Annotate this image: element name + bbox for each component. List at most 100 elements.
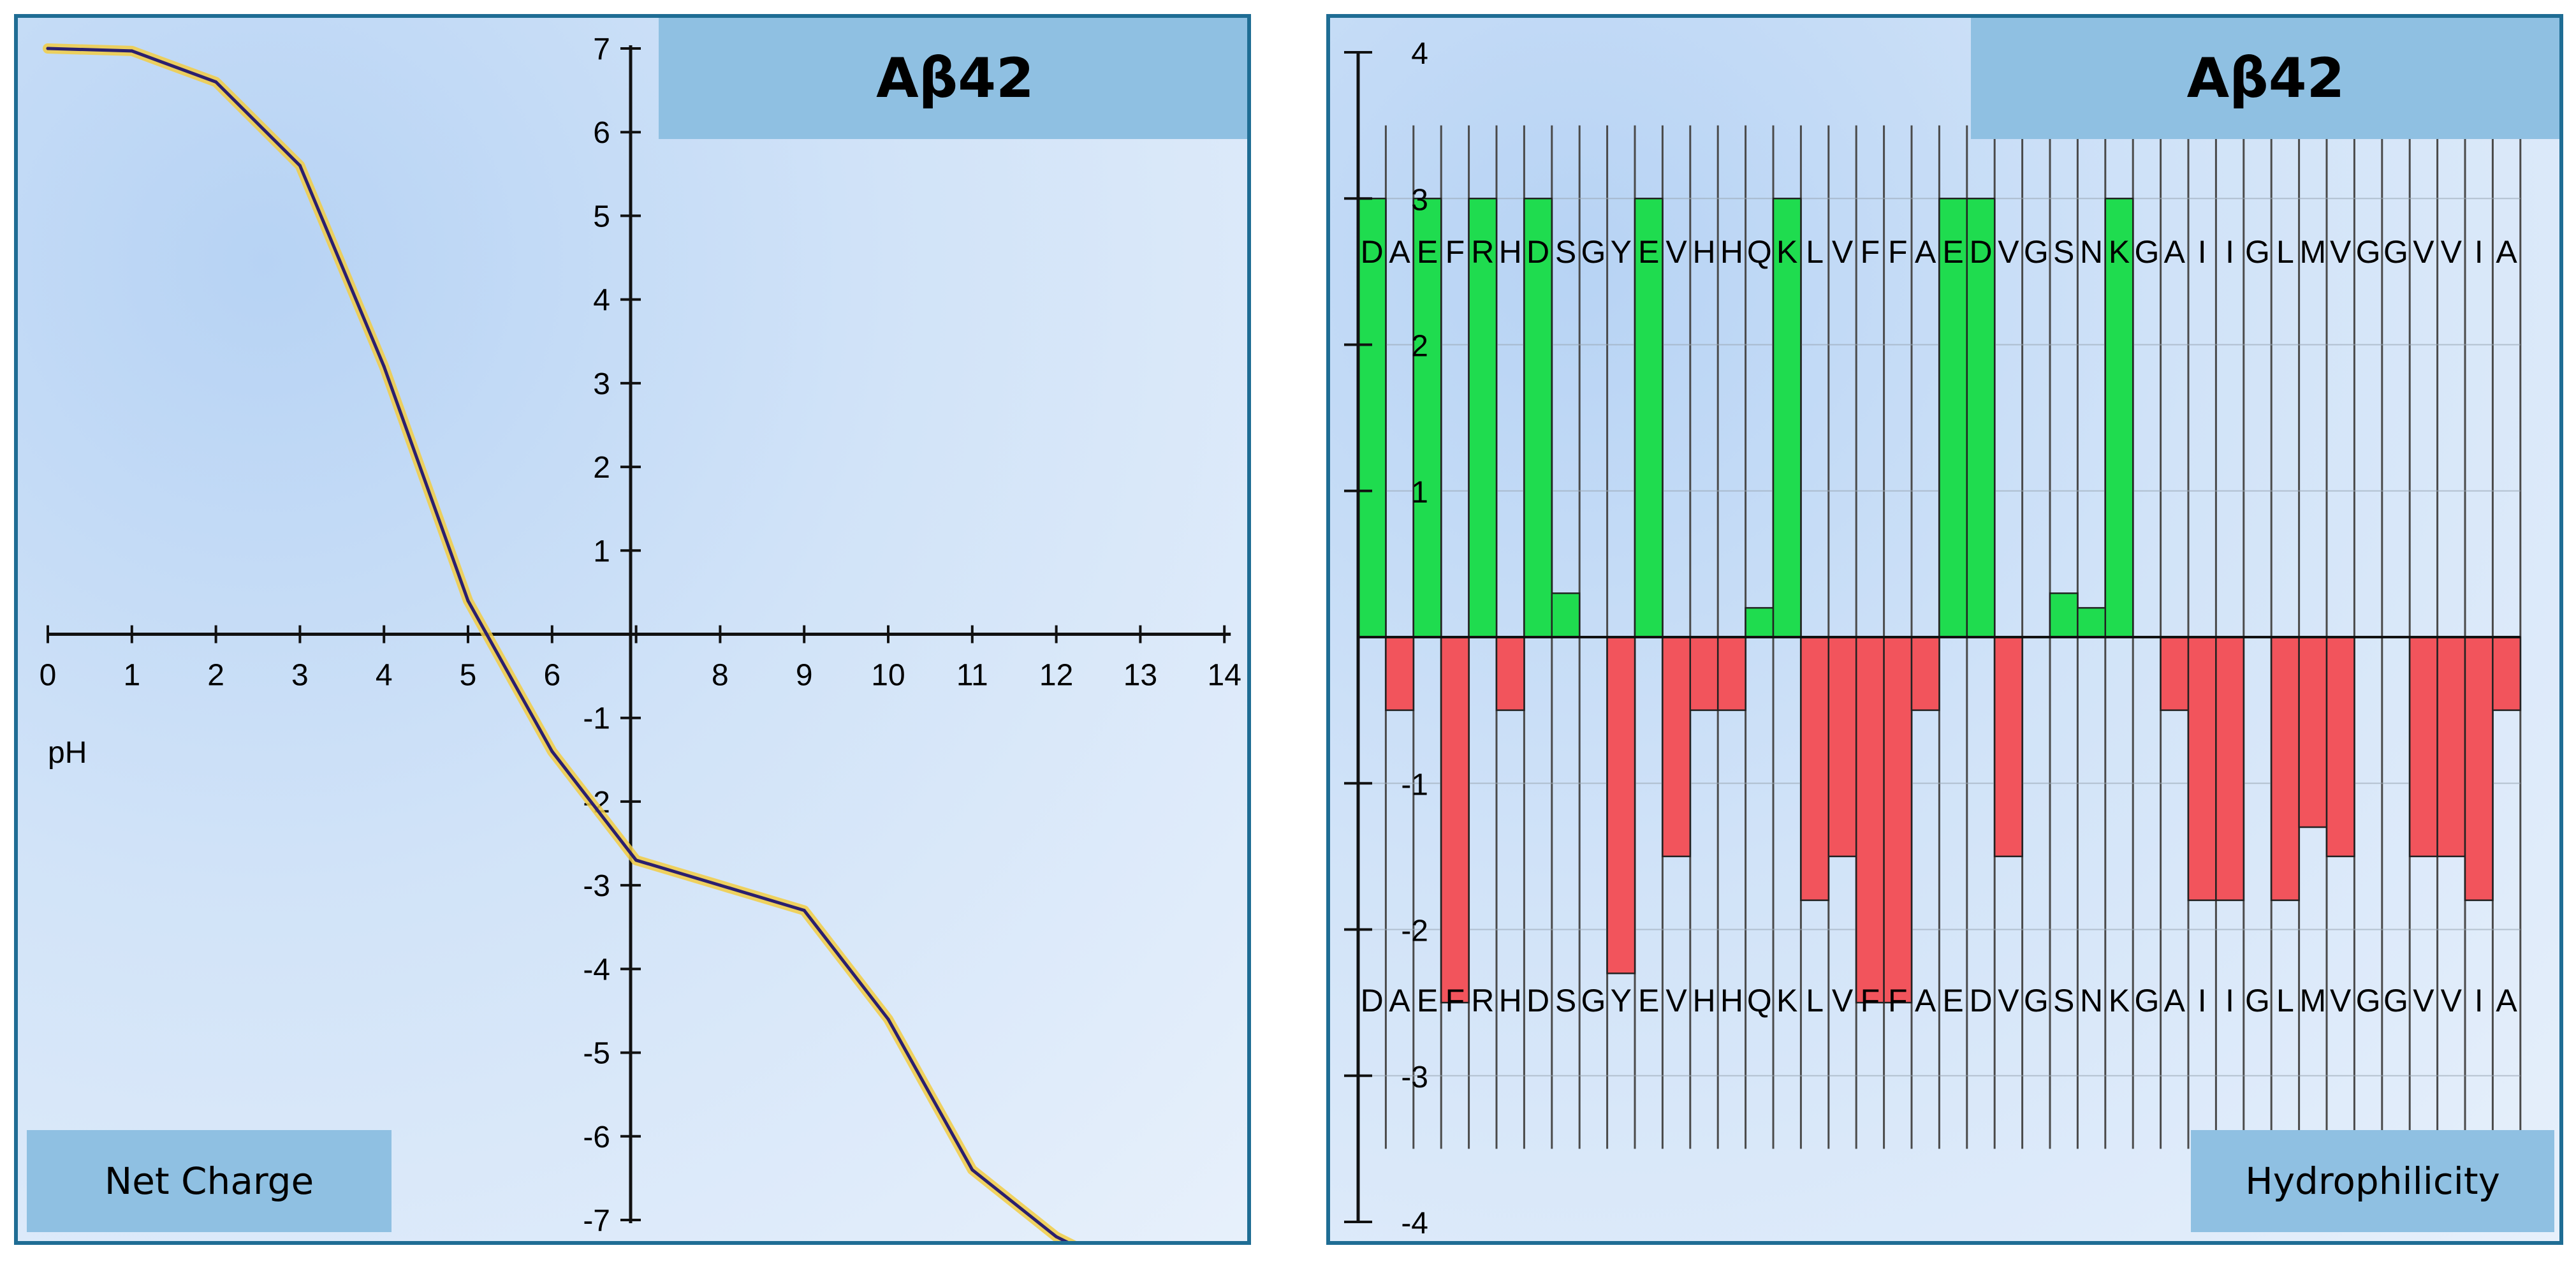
x-tick-label: 1	[123, 659, 140, 693]
net-charge-chart: 0 1 2 3 4 5 6 8 9 10 11 12 13 147654321-1-2-3-4-5-6-7…	[40, 33, 1241, 1241]
net-charge-line	[46, 47, 1069, 1241]
hydrophilicity-bar	[2077, 606, 2107, 638]
net-charge-point	[466, 599, 470, 603]
sequence-label-top: F	[1861, 234, 1880, 270]
y-tick-label: 3	[593, 367, 610, 401]
sequence-label-top: N	[2080, 234, 2103, 270]
sequence-label-top: G	[1581, 234, 1606, 270]
sequence-label-top: E	[1638, 234, 1659, 270]
y-tick-label: -3	[583, 869, 610, 903]
x-tick-label: 8	[712, 659, 729, 693]
y-tick-label: 4	[1411, 37, 1428, 71]
sequence-label-bottom: H	[1499, 983, 1522, 1018]
hydrophilicity-title: Aβ42	[1971, 18, 2559, 139]
sequence-label-bottom: D	[1969, 983, 1992, 1018]
x-tick-label: 13	[1123, 659, 1157, 693]
net-charge-point	[130, 49, 134, 53]
sequence-label-top: I	[2475, 234, 2484, 270]
sequence-label-bottom: L	[2276, 983, 2294, 1018]
sequence-label-top: S	[1555, 234, 1576, 270]
sequence-label-bottom: S	[2053, 983, 2074, 1018]
sequence-label-bottom: F	[1445, 983, 1465, 1018]
y-tick-label: -6	[583, 1121, 610, 1154]
sequence-label-top: A	[1915, 234, 1936, 270]
sequence-label-top: E	[1417, 234, 1438, 270]
hydrophilicity-bar	[1412, 198, 1442, 638]
sequence-label-bottom: Q	[1747, 983, 1772, 1018]
net-charge-point	[298, 164, 302, 168]
y-tick-label: -2	[1401, 915, 1428, 948]
net-charge-panel: 0 1 2 3 4 5 6 8 9 10 11 12 13 14 7 6 5 4 3 2 1 -1 -2 -3 -4 -5 -6 -7…	[14, 14, 1251, 1245]
sequence-label-bottom: E	[1638, 983, 1659, 1018]
x-tick-label: 4	[376, 659, 393, 693]
hydrophilicity-bar	[1883, 636, 1913, 1004]
sequence-label-bottom: V	[1665, 983, 1687, 1018]
y-tick-label: 1	[1411, 476, 1428, 510]
sequence-label-bottom: D	[1361, 983, 1384, 1018]
sequence-label-bottom: V	[1998, 983, 2019, 1018]
sequence-label-top: Y	[1611, 234, 1632, 270]
sequence-label-top: K	[2109, 234, 2130, 270]
x-tick-label: 12	[1039, 659, 1073, 693]
sequence-label-top: E	[1942, 234, 1963, 270]
sequence-label-bottom: V	[1832, 983, 1854, 1018]
x-tick-label: 6	[543, 659, 560, 693]
hydrophilicity-bar	[1800, 636, 1830, 901]
sequence-label-top: L	[1806, 234, 1824, 270]
sequence-label-top: V	[2441, 234, 2463, 270]
sequence-label-bottom: G	[2024, 983, 2049, 1018]
x-tick-label: 9	[796, 659, 813, 693]
sequence-label-top: H	[1720, 234, 1743, 270]
sequence-label-bottom: I	[2475, 983, 2484, 1018]
sequence-label-bottom: H	[1692, 983, 1715, 1018]
hydrophilicity-bar	[2464, 636, 2494, 901]
sequence-label-bottom: D	[1526, 983, 1549, 1018]
sequence-label-top: A	[2164, 234, 2186, 270]
sequence-label-top: D	[1526, 234, 1549, 270]
sequence-label-top: V	[2330, 234, 2352, 270]
sequence-label-bottom: V	[2330, 983, 2352, 1018]
sequence-label-bottom: I	[2198, 983, 2207, 1018]
sequence-label-bottom: V	[2441, 983, 2463, 1018]
y-tick-label: -4	[583, 953, 610, 987]
sequence-label-top: F	[1888, 234, 1908, 270]
sequence-label-top: G	[2356, 234, 2381, 270]
sequence-label-bottom: E	[1942, 983, 1963, 1018]
sequence-label-bottom: H	[1720, 983, 1743, 1018]
hydrophilicity-bar	[2187, 636, 2217, 901]
y-tick-label: -3	[1401, 1061, 1428, 1094]
y-tick-label: 3	[1411, 183, 1428, 217]
net-charge-point	[970, 1168, 974, 1172]
sequence-label-bottom: N	[2080, 983, 2103, 1018]
net-charge-line-glow	[43, 43, 1077, 1241]
x-tick-label: 11	[956, 659, 988, 693]
sequence-label-top: V	[2413, 234, 2434, 270]
hydrophilicity-label: Hydrophilicity	[2191, 1130, 2554, 1232]
y-tick-label: 6	[593, 116, 610, 150]
sequence-label-bottom: G	[2134, 983, 2159, 1018]
hydrophilicity-bar	[1745, 606, 1775, 638]
sequence-label-top: H	[1692, 234, 1715, 270]
y-tick-label: 5	[593, 200, 610, 233]
sequence-label-top: V	[1832, 234, 1854, 270]
hydrophilicity-bar	[1606, 636, 1636, 974]
x-tick-label: 2	[207, 659, 224, 693]
sequence-label-bottom: G	[1581, 983, 1606, 1018]
sequence-label-top: I	[2198, 234, 2207, 270]
hydrophilicity-bar	[1551, 592, 1581, 638]
sequence-label-bottom: S	[1555, 983, 1576, 1018]
net-charge-point	[214, 80, 218, 84]
sequence-label-top: Q	[1747, 234, 1772, 270]
hydrophilicity-chart: DDAAEEFFRRHHDDSSGGYYEEVVHHHHQQKKLLVVFFFF…	[1344, 37, 2522, 1240]
sequence-label-bottom: F	[1861, 983, 1880, 1018]
sequence-label-top: G	[2134, 234, 2159, 270]
sequence-label-bottom: G	[2356, 983, 2381, 1018]
sequence-label-bottom: G	[2245, 983, 2270, 1018]
y-tick-label: 4	[593, 284, 610, 318]
sequence-label-top: F	[1445, 234, 1465, 270]
hydrophilicity-bar	[2492, 636, 2522, 711]
hydrophilicity-bar	[1662, 636, 1692, 858]
sequence-label-top: G	[2383, 234, 2408, 270]
sequence-label-bottom: G	[2383, 983, 2408, 1018]
sequence-label-bottom: K	[2109, 983, 2130, 1018]
